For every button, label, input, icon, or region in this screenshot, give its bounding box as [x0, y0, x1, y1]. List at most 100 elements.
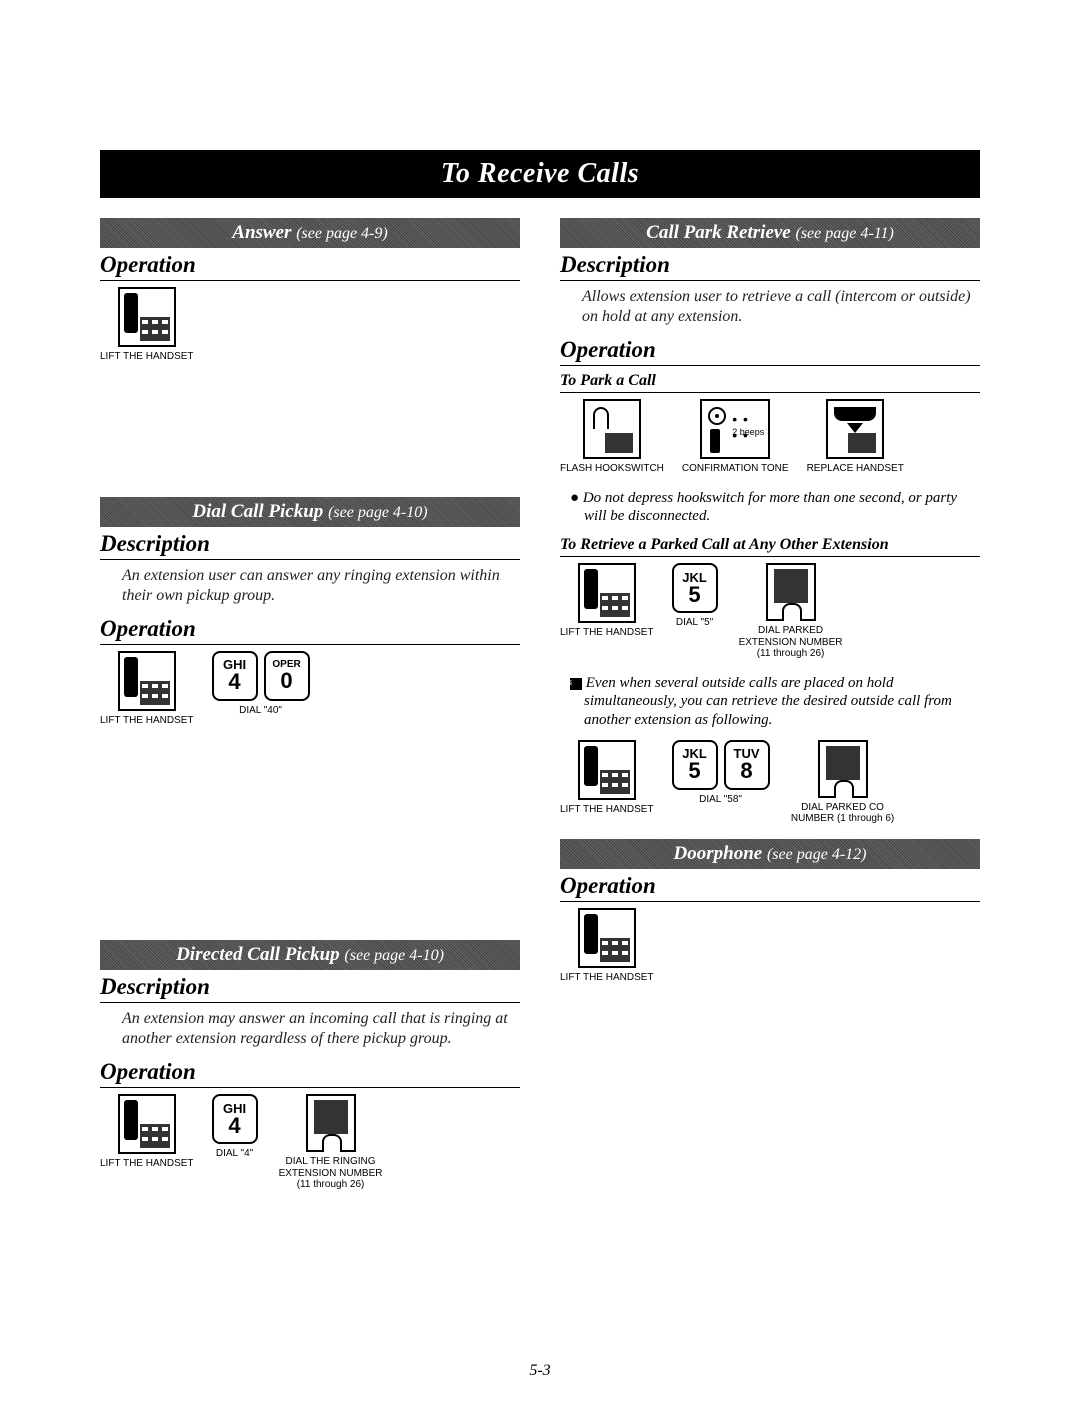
- park-step-flash: FLASH HOOKSWITCH: [560, 399, 664, 475]
- retrieve-step3-cap: DIAL PARKED EXTENSION NUMBER (11 through…: [736, 625, 846, 660]
- doorphone-steps: LIFT THE HANDSET: [560, 908, 980, 984]
- dial-pickup-step2-cap: DIAL "40": [239, 705, 282, 717]
- key-5-icon: JKL 5: [672, 740, 718, 790]
- main-title: To Receive Calls: [100, 150, 980, 198]
- directed-step3-cap: DIAL THE RINGING EXTENSION NUMBER (11 th…: [276, 1156, 386, 1191]
- park-steps: FLASH HOOKSWITCH • •• • 2 beeps CONFIRMA…: [560, 399, 980, 475]
- doorphone-header: Doorphone (see page 4-12): [560, 839, 980, 869]
- beeps-label: 2 beeps: [732, 427, 764, 437]
- dial-pickup-desc-heading: Description: [100, 531, 520, 560]
- speaker-icon: • •• • 2 beeps: [700, 399, 770, 459]
- doorphone-title: Doorphone: [674, 843, 763, 864]
- answer-title: Answer: [232, 222, 291, 243]
- dial-pickup-step1-cap: LIFT THE HANDSET: [100, 715, 194, 727]
- right-column: Call Park Retrieve (see page 4-11) Descr…: [560, 218, 980, 1205]
- call-park-ref: (see page 4-11): [796, 225, 894, 242]
- handset-icon: [118, 1094, 176, 1154]
- keypad-icon: [818, 740, 868, 798]
- left-column: Answer (see page 4-9) Operation LIFT THE…: [100, 218, 520, 1205]
- key-5-num: 5: [688, 584, 700, 606]
- doorphone-step1: LIFT THE HANDSET: [560, 908, 654, 984]
- keypad-icon: [306, 1094, 356, 1152]
- retrieve-step2-cap: DIAL "5": [676, 617, 713, 629]
- answer-operation-heading: Operation: [100, 252, 520, 281]
- directed-step2-cap: DIAL "4": [216, 1148, 253, 1160]
- key-4-num: 4: [228, 1115, 240, 1137]
- directed-pickup-header: Directed Call Pickup (see page 4-10): [100, 940, 520, 970]
- dial-pickup-title: Dial Call Pickup: [192, 501, 323, 522]
- handset-icon: [578, 740, 636, 800]
- park-note: ● Do not depress hookswitch for more tha…: [560, 489, 980, 527]
- park-step-tone: • •• • 2 beeps CONFIRMATION TONE: [682, 399, 789, 475]
- answer-header: Answer (see page 4-9): [100, 218, 520, 248]
- keypad-icon: [766, 563, 816, 621]
- note-box-icon: ※: [570, 678, 582, 690]
- call-park-header: Call Park Retrieve (see page 4-11): [560, 218, 980, 248]
- retrieve2-step1: LIFT THE HANDSET: [560, 740, 654, 816]
- doorphone-op-heading: Operation: [560, 873, 980, 902]
- handset-icon: [118, 651, 176, 711]
- directed-pickup-op-heading: Operation: [100, 1059, 520, 1088]
- directed-pickup-desc: An extension may answer an incoming call…: [100, 1009, 520, 1057]
- handset-icon: [578, 563, 636, 623]
- retrieve2-keys: JKL 5 TUV 8 DIAL "58": [672, 740, 770, 806]
- park-call-subheading: To Park a Call: [560, 372, 980, 393]
- handset-icon: [118, 287, 176, 347]
- park-step3-cap: REPLACE HANDSET: [807, 463, 904, 475]
- directed-step1: LIFT THE HANDSET: [100, 1094, 194, 1170]
- dial-pickup-ref: (see page 4-10): [328, 504, 428, 521]
- retrieve-step2: JKL 5 DIAL "5": [672, 563, 718, 629]
- handset-icon: [578, 908, 636, 968]
- retrieve-steps: LIFT THE HANDSET JKL 5 DIAL "5" DIAL PAR…: [560, 563, 980, 660]
- park-step2-cap: CONFIRMATION TONE: [682, 463, 789, 475]
- directed-pickup-title: Directed Call Pickup: [176, 944, 340, 965]
- park-note-text: Do not depress hookswitch for more than …: [583, 490, 957, 525]
- call-park-op-heading: Operation: [560, 337, 980, 366]
- retrieve-step1-cap: LIFT THE HANDSET: [560, 627, 654, 639]
- key-4-num: 4: [228, 671, 240, 693]
- call-park-desc-heading: Description: [560, 252, 980, 281]
- retrieve2-step3: DIAL PARKED CO NUMBER (1 through 6): [788, 740, 898, 825]
- directed-step3: DIAL THE RINGING EXTENSION NUMBER (11 th…: [276, 1094, 386, 1191]
- key-0-num: 0: [280, 670, 292, 692]
- key-4-icon: GHI 4: [212, 1094, 258, 1144]
- replace-handset-icon: [826, 399, 884, 459]
- directed-step1-cap: LIFT THE HANDSET: [100, 1158, 194, 1170]
- answer-steps: LIFT THE HANDSET: [100, 287, 520, 363]
- retrieve2-step1-cap: LIFT THE HANDSET: [560, 804, 654, 816]
- park-step1-cap: FLASH HOOKSWITCH: [560, 463, 664, 475]
- key-8-icon: TUV 8: [724, 740, 770, 790]
- directed-pickup-ref: (see page 4-10): [344, 947, 444, 964]
- retrieve-step1: LIFT THE HANDSET: [560, 563, 654, 639]
- answer-step1-caption: LIFT THE HANDSET: [100, 351, 194, 363]
- retrieve2-step3-cap: DIAL PARKED CO NUMBER (1 through 6): [788, 802, 898, 825]
- key-4-icon: GHI 4: [212, 651, 258, 701]
- key-8-num: 8: [740, 760, 752, 782]
- hookswitch-icon: [583, 399, 641, 459]
- key-0-icon: OPER 0: [264, 651, 310, 701]
- doorphone-step1-cap: LIFT THE HANDSET: [560, 972, 654, 984]
- dial-pickup-steps: LIFT THE HANDSET GHI 4 OPER 0 DIAL "40": [100, 651, 520, 727]
- dial-pickup-step1: LIFT THE HANDSET: [100, 651, 194, 727]
- directed-pickup-desc-heading: Description: [100, 974, 520, 1003]
- retrieve2-steps: LIFT THE HANDSET JKL 5 TUV 8 DIAL "58": [560, 740, 980, 825]
- retrieve-note: ※ Even when several outside calls are pl…: [560, 674, 980, 730]
- page-number: 5-3: [0, 1362, 1080, 1380]
- content-columns: Answer (see page 4-9) Operation LIFT THE…: [100, 218, 980, 1205]
- answer-step-lift: LIFT THE HANDSET: [100, 287, 194, 363]
- bullet-icon: ●: [570, 490, 579, 506]
- spacer: [100, 740, 520, 940]
- key-5-icon: JKL 5: [672, 563, 718, 613]
- doorphone-ref: (see page 4-12): [767, 846, 867, 863]
- spacer: [100, 377, 520, 497]
- park-step-replace: REPLACE HANDSET: [807, 399, 904, 475]
- key-5-num: 5: [688, 760, 700, 782]
- retrieve2-step2-cap: DIAL "58": [699, 794, 742, 806]
- directed-step2: GHI 4 DIAL "4": [212, 1094, 258, 1160]
- retrieve-subheading: To Retrieve a Parked Call at Any Other E…: [560, 536, 980, 557]
- dial-pickup-op-heading: Operation: [100, 616, 520, 645]
- call-park-title: Call Park Retrieve: [646, 222, 791, 243]
- dial-pickup-keys: GHI 4 OPER 0 DIAL "40": [212, 651, 310, 717]
- dial-pickup-desc: An extension user can answer any ringing…: [100, 566, 520, 614]
- retrieve-step3: DIAL PARKED EXTENSION NUMBER (11 through…: [736, 563, 846, 660]
